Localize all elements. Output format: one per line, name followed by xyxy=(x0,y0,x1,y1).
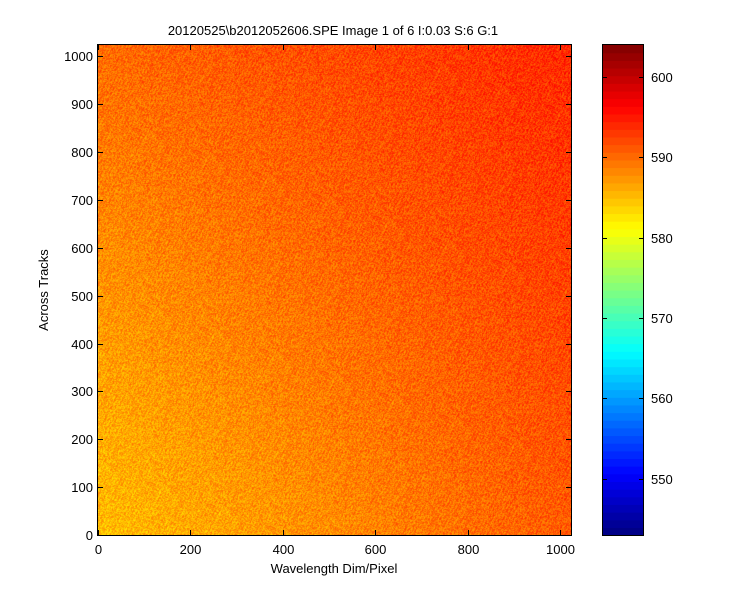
y-tick-label: 300 xyxy=(71,384,93,399)
colorbar-axis: 550 560 570 580 590 600 xyxy=(603,70,673,487)
colorbar-segment xyxy=(603,489,643,498)
colorbar-segment xyxy=(603,466,643,475)
colorbar-segment xyxy=(603,136,643,146)
colorbar-tick-label: 550 xyxy=(651,472,673,487)
colorbar-segment xyxy=(603,282,643,291)
colorbar-tick-label: 560 xyxy=(651,391,673,406)
y-axis-label: Across Tracks xyxy=(36,249,51,331)
heatmap xyxy=(98,45,571,535)
colorbar-segment xyxy=(603,412,643,421)
colorbar-segment xyxy=(603,297,643,306)
colorbar-segment xyxy=(603,90,643,100)
colorbar-segment xyxy=(603,45,643,54)
colorbar-segment xyxy=(603,458,643,467)
y-tick-label: 0 xyxy=(86,528,93,543)
colorbar-segment xyxy=(603,106,643,115)
colorbar-segment xyxy=(603,366,643,375)
colorbar-segment xyxy=(603,473,643,483)
colorbar-segment xyxy=(603,236,643,245)
colorbar-segment xyxy=(603,305,643,314)
colorbar-segment xyxy=(603,450,643,460)
colorbar-segment xyxy=(603,290,643,299)
x-axis: 0 200 400 600 800 1000 xyxy=(95,45,575,557)
colorbar-segment xyxy=(603,504,643,513)
colorbar-tick-label: 600 xyxy=(651,70,673,85)
x-tick-label: 200 xyxy=(180,542,202,557)
colorbar-segment xyxy=(603,129,643,138)
y-tick-label: 700 xyxy=(71,193,93,208)
colorbar-segment xyxy=(603,512,643,521)
colorbar-segment xyxy=(603,527,643,536)
colorbar-segment xyxy=(603,420,643,429)
colorbar-segment xyxy=(603,121,643,130)
colorbar-segment xyxy=(603,113,643,123)
y-tick-label: 200 xyxy=(71,432,93,447)
y-tick-label: 1000 xyxy=(64,49,93,64)
colorbar-segment xyxy=(603,182,643,192)
y-tick-label: 800 xyxy=(71,145,93,160)
colorbar-segment xyxy=(603,213,643,222)
colorbar-segment xyxy=(603,198,643,207)
colorbar-segment xyxy=(603,152,643,161)
x-tick-label: 600 xyxy=(365,542,387,557)
colorbar-segment xyxy=(603,251,643,260)
x-tick-label: 400 xyxy=(273,542,295,557)
colorbar-segment xyxy=(603,267,643,276)
x-axis-label: Wavelength Dim/Pixel xyxy=(271,561,398,576)
colorbar-segment xyxy=(603,190,643,199)
colorbar-segment xyxy=(603,244,643,253)
colorbar-segment xyxy=(603,228,643,238)
x-tick-label: 0 xyxy=(95,542,102,557)
colorbar-segment xyxy=(603,481,643,490)
colorbar-segment xyxy=(603,67,643,77)
colorbar-segment xyxy=(603,427,643,437)
y-tick-label: 500 xyxy=(71,289,93,304)
colorbar-tick-label: 590 xyxy=(651,150,673,165)
colorbar-segment xyxy=(603,159,643,169)
colorbar-segment xyxy=(603,374,643,383)
y-tick-label: 100 xyxy=(71,480,93,495)
colorbar-segment xyxy=(603,519,643,528)
y-tick-label: 600 xyxy=(71,241,93,256)
colorbar-segment xyxy=(603,205,643,215)
colorbar-segment xyxy=(603,435,643,444)
colorbar-segment xyxy=(603,335,643,345)
x-tick-label: 800 xyxy=(458,542,480,557)
colorbar xyxy=(603,45,643,536)
colorbar-segment xyxy=(603,259,643,268)
colorbar-segment xyxy=(603,443,643,452)
y-tick-label: 900 xyxy=(71,97,93,112)
colorbar-segment xyxy=(603,389,643,398)
colorbar-segment xyxy=(603,320,643,329)
colorbar-segment xyxy=(603,358,643,368)
colorbar-segment xyxy=(603,221,643,230)
colorbar-segment xyxy=(603,52,643,61)
colorbar-segment xyxy=(603,60,643,69)
colorbar-segment xyxy=(603,175,643,184)
colorbar-segment xyxy=(603,351,643,360)
y-axis: 0 100 200 300 400 500 600 700 800 900 1000 xyxy=(64,49,571,543)
colorbar-segment xyxy=(603,328,643,337)
x-tick-label: 1000 xyxy=(546,542,575,557)
colorbar-segment xyxy=(603,496,643,505)
colorbar-segment xyxy=(603,404,643,414)
colorbar-tick-label: 570 xyxy=(651,311,673,326)
colorbar-segment xyxy=(603,274,643,283)
heatmap-image xyxy=(98,45,571,535)
colorbar-segment xyxy=(603,144,643,153)
colorbar-segment xyxy=(603,83,643,92)
colorbar-frame xyxy=(602,44,644,536)
colorbar-segment xyxy=(603,312,643,322)
chart-title: 20120525\b2012052606.SPE Image 1 of 6 I:… xyxy=(168,23,498,38)
colorbar-segment xyxy=(603,167,643,176)
colorbar-segment xyxy=(603,98,643,107)
y-tick-label: 400 xyxy=(71,337,93,352)
plot-frame xyxy=(97,44,572,536)
colorbar-tick-label: 580 xyxy=(651,231,673,246)
colorbar-segment xyxy=(603,75,643,84)
colorbar-segment xyxy=(603,381,643,391)
colorbar-segment xyxy=(603,397,643,406)
colorbar-segment xyxy=(603,343,643,352)
